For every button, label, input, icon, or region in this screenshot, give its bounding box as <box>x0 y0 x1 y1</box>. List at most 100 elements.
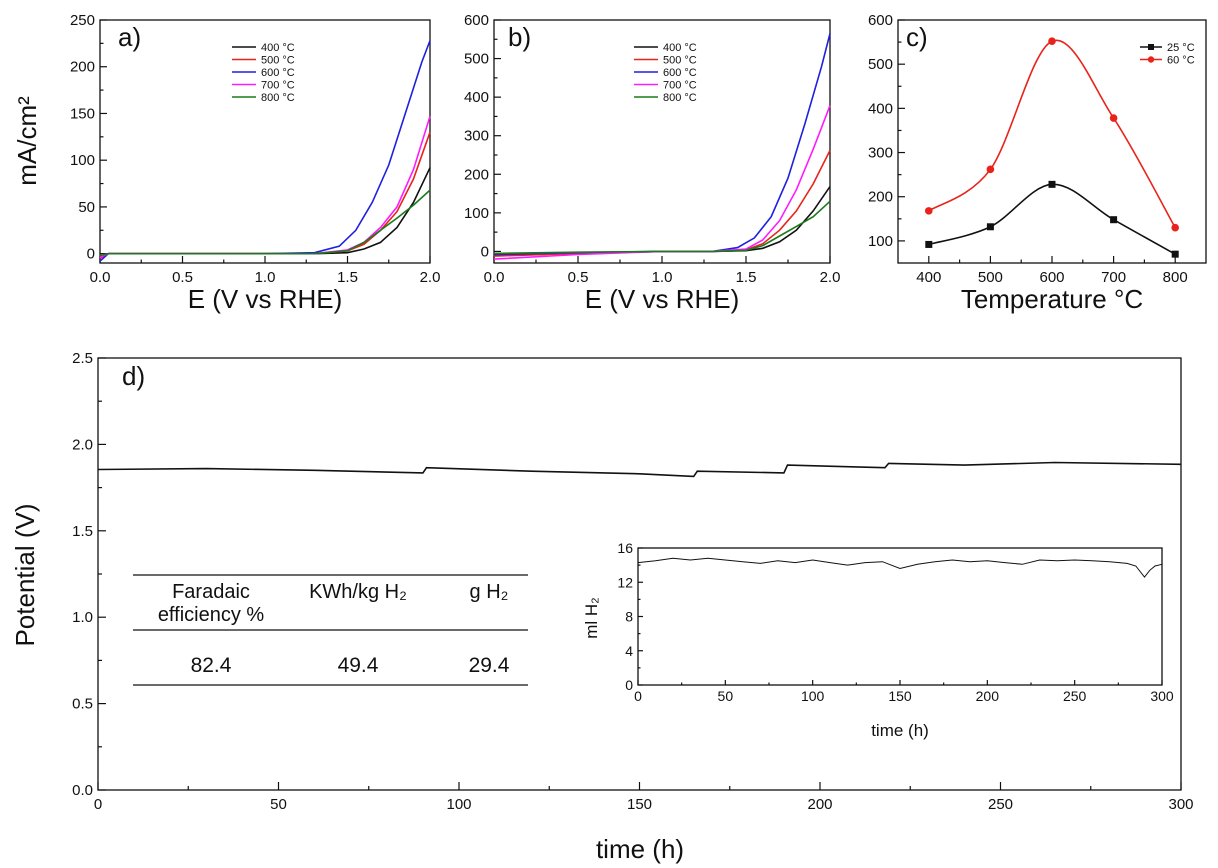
panel-c-series-60-c-line <box>928 39 1176 229</box>
panel-a-ytick-label: 100 <box>70 152 95 169</box>
panel-a-xlabel: E (V vs RHE) <box>188 284 343 314</box>
panel-c-xtick-label: 500 <box>978 269 1003 286</box>
panel-d-ytick-label: 2.0 <box>72 436 93 453</box>
panel-a-series <box>99 40 431 262</box>
table-cell-kwh: 49.4 <box>338 654 379 677</box>
legend-label-25-c: 25 °C <box>1167 42 1195 54</box>
inset-ytick-label: 16 <box>617 540 633 556</box>
legend-label-600-c: 600 °C <box>663 67 697 79</box>
panel-a-xtick-label: 0.0 <box>90 269 111 286</box>
panel-c: c) Temperature °C 400 500 600 700 800 100 200 3… <box>868 12 1207 314</box>
panel-c-xtick-label: 600 <box>1039 269 1064 286</box>
inset-xtick-label: 150 <box>888 688 912 704</box>
panel-c-series-25-c-point <box>1171 250 1179 258</box>
panel-b-ytick-label: 500 <box>464 51 489 68</box>
inset-ytick-label: 4 <box>625 643 633 659</box>
panel-d-xtick-label: 250 <box>988 796 1013 813</box>
legend-label-400-c: 400 °C <box>663 42 697 54</box>
panel-d-series <box>97 461 1182 478</box>
legend-label-800-c: 800 °C <box>261 92 295 104</box>
inset-ylabel: ml H₂ <box>582 597 601 639</box>
panel-a-xtick-label: 2.0 <box>420 269 441 286</box>
panel-b-xtick-label: 2.0 <box>820 269 841 286</box>
table-header-kwh: KWh/kg H₂ <box>309 581 407 603</box>
legend-label-60-c: 60 °C <box>1167 55 1195 67</box>
panel-a-series-400-c-line <box>99 167 431 258</box>
panel-d-ticks: 0 50 100 150 200 250 300 0.0 0.5 1.0 1.5 2.0 2.5 <box>72 350 1193 813</box>
inset-xtick-label: 250 <box>1063 688 1087 704</box>
panel-a-series-500-c-line <box>99 131 431 259</box>
inset-xtick-label: 50 <box>718 688 734 704</box>
panel-c-ytick-label: 500 <box>868 56 893 73</box>
panel-d-xtick-label: 300 <box>1168 796 1193 813</box>
panel-a-xtick-label: 1.0 <box>255 269 276 286</box>
inset-ticks: 0 50 100 150 200 250 300 0 4 8 12 16 <box>617 540 1173 704</box>
panel-d-ytick-label: 2.5 <box>72 350 93 367</box>
panel-c-ytick-label: 300 <box>868 145 893 162</box>
panel-b-ytick-label: 200 <box>464 166 489 183</box>
panel-c-series-25-c-line <box>928 183 1176 255</box>
panel-c-series-60-c-point <box>925 207 933 215</box>
panel-b-xtick-label: 0.0 <box>484 269 505 286</box>
panel-c-xtick-label: 700 <box>1101 269 1126 286</box>
panel-d-xtick-label: 100 <box>446 796 471 813</box>
panel-c-xtick-label: 400 <box>916 269 941 286</box>
legend-label-800-c: 800 °C <box>663 92 697 104</box>
inset-series <box>637 557 1163 578</box>
legend-marker-25-c <box>1148 44 1154 50</box>
panel-d-ylabel: Potential (V) <box>10 503 40 646</box>
panel-a: a) mA/cm² E (V vs RHE) 0.0 0.5 1.0 1.5 2.0 0 5… <box>12 12 440 314</box>
panel-b-xlabel: E (V vs RHE) <box>585 284 740 314</box>
panel-c-label: c) <box>906 22 928 52</box>
panel-c-ytick-label: 100 <box>868 233 893 250</box>
panel-a-ytick-label: 0 <box>87 246 95 263</box>
panel-a-ylabel: mA/cm² <box>12 96 42 186</box>
panel-a-xtick-label: 1.5 <box>337 269 358 286</box>
table-cell-faradaic: 82.4 <box>191 654 232 677</box>
panel-b-frame <box>493 19 831 264</box>
panel-c-series-60-c-point <box>1109 114 1118 122</box>
panel-a-label: a) <box>118 22 141 52</box>
panel-d-label: d) <box>122 361 145 391</box>
panel-d-xtick-label: 150 <box>627 796 652 813</box>
panel-c-xlabel: Temperature °C <box>961 284 1143 314</box>
inset-xtick-label: 100 <box>801 688 825 704</box>
panel-d-ytick-label: 1.0 <box>72 609 93 626</box>
panel-b-series-700-c-line <box>493 105 831 260</box>
inset-ytick-label: 8 <box>625 609 633 625</box>
legend-label-600-c: 600 °C <box>261 67 295 79</box>
inset-xtick-label: 200 <box>976 688 1000 704</box>
legend-label-700-c: 700 °C <box>261 80 295 92</box>
panel-c-series <box>925 37 1179 258</box>
panel-d-xtick-label: 50 <box>270 796 287 813</box>
inset-series-trace-line <box>637 557 1163 578</box>
panel-c-ytick-label: 200 <box>868 189 893 206</box>
panel-b-series <box>493 33 831 260</box>
panel-c-frame <box>897 19 1207 264</box>
panel-c-series-60-c-point <box>1048 37 1056 46</box>
panel-a-ytick-label: 50 <box>78 199 95 216</box>
table-header-faradaic-line2: efficiency % <box>158 604 265 626</box>
table-cell-gh2: 29.4 <box>469 654 510 677</box>
panel-b-ytick-label: 0 <box>481 243 489 260</box>
legend-marker-60-c <box>1147 56 1155 63</box>
panel-c-ticks: 400 500 600 700 800 100 200 300 400 500 600 <box>868 12 1188 286</box>
panel-a-ticks: 0.0 0.5 1.0 1.5 2.0 0 50 100 150 200 250 <box>70 12 440 286</box>
panel-c-ytick-label: 600 <box>868 12 893 29</box>
panel-d-ytick-label: 0.0 <box>72 782 93 799</box>
panel-c-series-25-c-point <box>1048 180 1056 188</box>
legend-label-700-c: 700 °C <box>663 80 697 92</box>
table-header-gh2: g H₂ <box>470 581 509 603</box>
panel-d-frame <box>97 357 1182 791</box>
panel-a-ytick-label: 250 <box>70 12 95 29</box>
panel-c-xtick-label: 800 <box>1163 269 1188 286</box>
legend-label-500-c: 500 °C <box>261 55 295 67</box>
panel-b-ytick-label: 100 <box>464 205 489 222</box>
inset-xlabel: time (h) <box>871 721 929 740</box>
panel-d-ytick-label: 0.5 <box>72 696 93 713</box>
panel-c-ytick-label: 400 <box>868 100 893 117</box>
panel-c-legend: 25 °C60 °C <box>1140 42 1195 67</box>
panel-d: d) Potential (V) time (h) 0 50 100 150 200 25… <box>10 350 1194 864</box>
